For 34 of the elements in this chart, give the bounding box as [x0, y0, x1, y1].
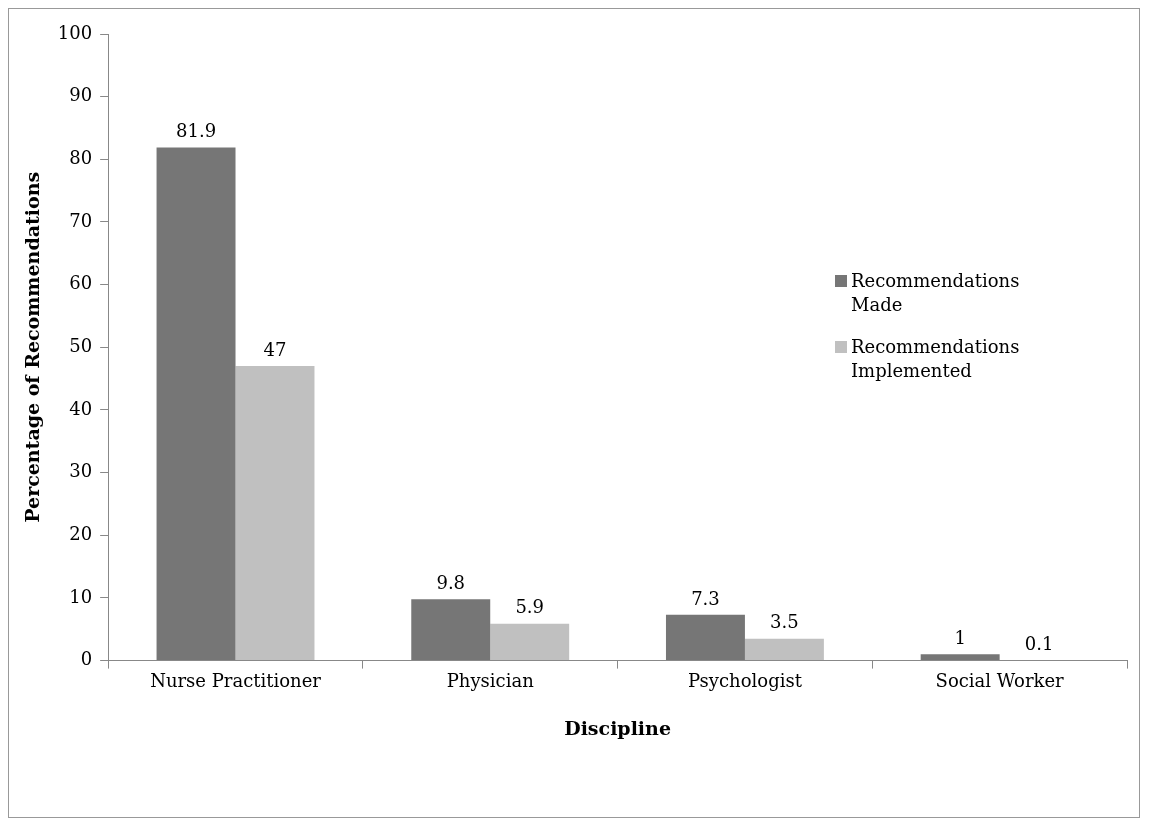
bar: [235, 366, 315, 661]
y-tick-label: 20: [69, 522, 93, 544]
data-label: 81.9: [175, 120, 217, 142]
y-tick-label: 80: [69, 146, 93, 168]
data-label: 1: [954, 627, 966, 649]
y-tick-label: 70: [69, 209, 93, 231]
bar: [156, 147, 236, 661]
data-label: 3.5: [770, 611, 799, 633]
bar: [411, 599, 491, 661]
legend-label: Recommendations Implemented: [851, 335, 1021, 383]
y-axis-title: Percentage of Recommendations: [21, 171, 44, 523]
y-tick-label: 40: [69, 397, 93, 419]
data-label: 47: [263, 338, 287, 360]
bar: [490, 623, 570, 661]
x-axis-title: Discipline: [564, 716, 671, 739]
y-tick-label: 60: [69, 272, 93, 294]
y-tick-label: 30: [69, 460, 93, 482]
y-tick-label: 90: [69, 84, 93, 106]
bar: [920, 654, 1000, 661]
bar: [744, 638, 824, 661]
x-tick-label: Physician: [446, 670, 535, 692]
y-tick-label: 0: [80, 648, 93, 670]
x-tick-label: Psychologist: [687, 670, 803, 692]
data-label: 0.1: [1024, 632, 1054, 654]
y-tick-label: 50: [69, 334, 93, 356]
data-label: 9.8: [436, 571, 466, 593]
x-tick-label: Nurse Practitioner: [150, 670, 322, 692]
x-tick-label: Social Worker: [935, 670, 1065, 692]
y-tick-label: 10: [69, 585, 93, 607]
y-tick-label: 100: [57, 21, 93, 43]
legend-label: Recommendations Made: [851, 269, 1021, 317]
data-label: 7.3: [691, 587, 720, 609]
data-label: 5.9: [515, 596, 545, 618]
bar: [665, 614, 745, 661]
